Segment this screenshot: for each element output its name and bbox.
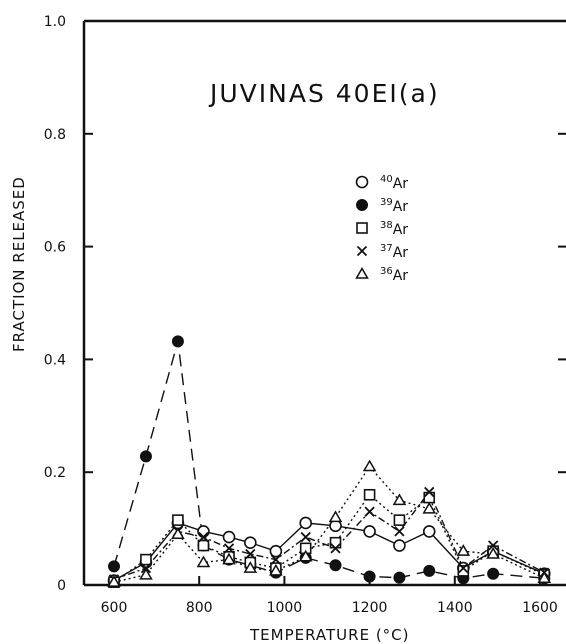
point-36Ar (486, 546, 500, 559)
point-36Ar (298, 549, 313, 562)
point-38Ar (172, 514, 184, 526)
point-37Ar (198, 531, 209, 543)
point-39Ar (329, 559, 342, 572)
point-36Ar (362, 459, 377, 472)
legend-marker-36Ar (355, 267, 369, 279)
x-axis-label: TEMPERATURE (°C) (249, 626, 410, 644)
point-38Ar (457, 565, 470, 577)
series-line-37Ar (113, 490, 545, 581)
y-tick-label: 0.4 (44, 352, 66, 368)
legend-label-38Ar: 38Ar (380, 220, 408, 238)
point-37Ar (458, 562, 469, 574)
legend-mass-number: 39 (380, 197, 393, 208)
point-36Ar (392, 493, 407, 506)
x-tick-label: 1600 (522, 600, 558, 616)
point-36Ar (171, 527, 185, 539)
legend-element: Ar (393, 199, 409, 215)
y-tick-label: 0 (57, 578, 66, 594)
point-36Ar (269, 563, 283, 576)
point-40Ar (244, 536, 257, 550)
point-36Ar (537, 571, 552, 583)
point-36Ar (456, 544, 471, 556)
series-line-38Ar (113, 493, 545, 583)
y-tick-label: 0.8 (44, 127, 66, 143)
point-39Ar (393, 571, 406, 584)
point-36Ar (422, 501, 437, 514)
point-37Ar (364, 506, 375, 517)
point-40Ar (197, 525, 210, 538)
point-36Ar (107, 575, 121, 587)
point-36Ar (222, 552, 236, 565)
legend-marker-40Ar (355, 175, 369, 189)
point-39Ar (423, 564, 436, 577)
point-38Ar (393, 514, 406, 526)
point-38Ar (329, 536, 342, 549)
x-tick-label: 600 (101, 600, 128, 616)
legend-mass-number: 38 (380, 220, 393, 231)
legend-label-36Ar: 36Ar (380, 266, 408, 284)
legend-element: Ar (393, 268, 409, 284)
plot-frame (82, 19, 566, 587)
point-40Ar (269, 544, 283, 558)
y-tick-label: 0.6 (44, 240, 66, 256)
point-36Ar (328, 510, 343, 523)
point-37Ar (300, 531, 311, 543)
point-38Ar (197, 539, 210, 552)
point-37Ar (330, 543, 341, 554)
chart-title: JUVINAS 40EI(a) (208, 79, 440, 108)
tick-labels: 600 800 1000 1200 1400 1600 0 0.2 0.4 0.6 0.8 1.0 (44, 14, 558, 616)
point-38Ar (140, 553, 152, 566)
point-39Ar (139, 450, 152, 463)
legend-element: Ar (393, 245, 409, 261)
legend-element: Ar (393, 222, 409, 238)
series-line-39Ar (113, 341, 545, 579)
point-37Ar (223, 543, 235, 554)
point-36Ar (243, 561, 258, 573)
point-37Ar (488, 540, 499, 551)
point-40Ar (393, 539, 406, 552)
point-36Ar (139, 567, 153, 580)
point-39Ar (487, 567, 500, 580)
legend-label-37Ar: 37Ar (380, 243, 408, 261)
x-tick-label: 800 (186, 600, 213, 616)
legend-element: Ar (393, 176, 409, 192)
point-37Ar (270, 554, 282, 565)
point-39Ar (108, 560, 120, 573)
point-37Ar (245, 548, 256, 560)
legend-mass-number: 40 (380, 174, 393, 185)
y-tick-label: 1.0 (44, 14, 66, 30)
x-tick-label: 1400 (437, 600, 473, 616)
point-40Ar (299, 516, 313, 530)
point-40Ar (222, 530, 236, 544)
legend-mass-number: 36 (380, 266, 393, 277)
legend-marker-39Ar (356, 199, 368, 211)
y-axis-label: FRACTION RELEASED (10, 176, 28, 352)
x-tick-label: 1200 (352, 600, 388, 616)
legend-label-40Ar: 40Ar (380, 174, 408, 192)
legend-mass-number: 37 (380, 243, 393, 254)
x-tick-label: 1000 (267, 600, 303, 616)
point-39Ar (171, 335, 184, 348)
point-40Ar (363, 525, 376, 538)
point-37Ar (394, 526, 405, 537)
point-38Ar (423, 491, 436, 504)
y-tick-label: 0.2 (44, 465, 66, 481)
legend-label-39Ar: 39Ar (380, 197, 408, 215)
point-37Ar (424, 486, 435, 498)
point-39Ar (363, 570, 376, 583)
legend-marker-38Ar (356, 222, 368, 234)
point-38Ar (363, 488, 376, 501)
legend-marker-37Ar (356, 245, 368, 257)
axis-ticks (84, 20, 566, 586)
series-layer (107, 335, 552, 588)
point-40Ar (422, 525, 436, 538)
point-36Ar (196, 555, 211, 568)
